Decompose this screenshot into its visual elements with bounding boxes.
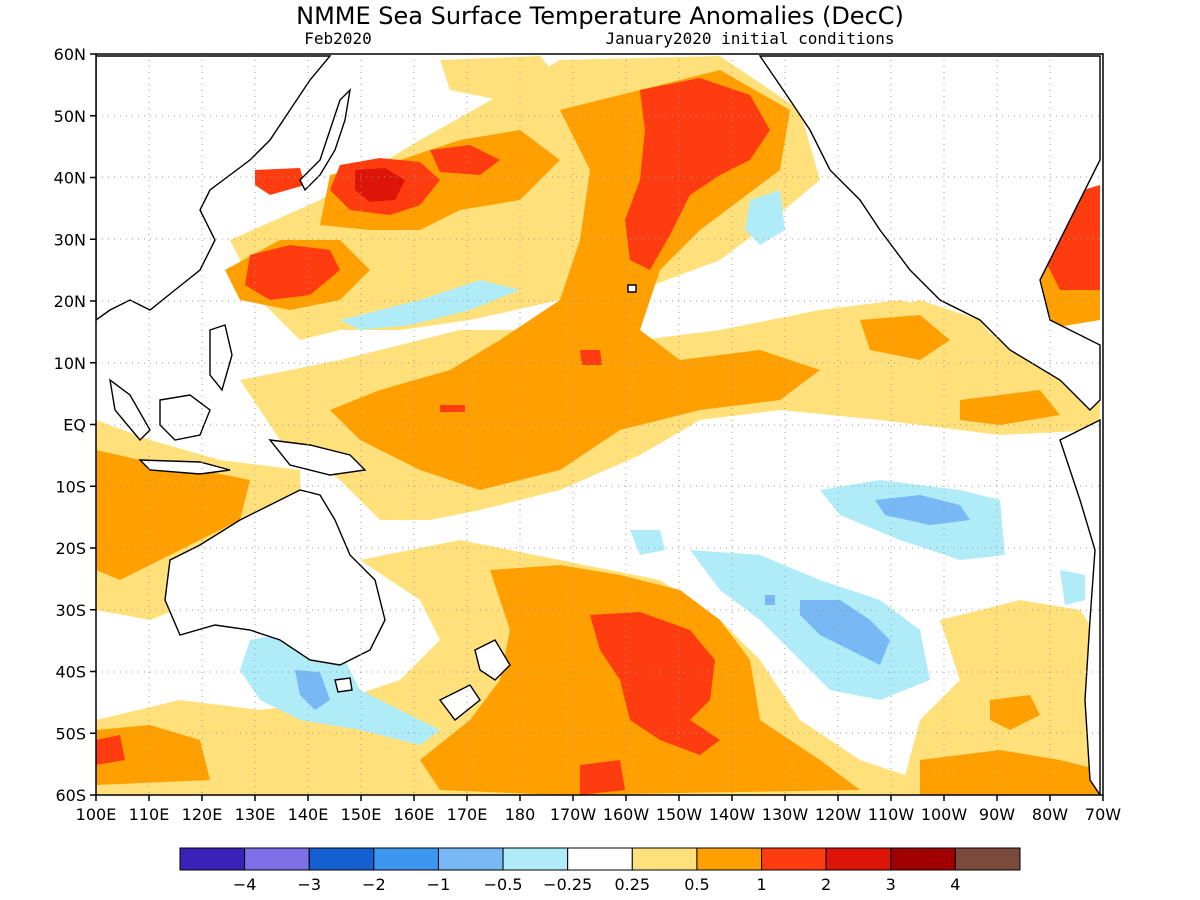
color-scale-legend: −4 −3 −2 −1 −0.5 −0.25 0.25 0.5 1 2 3 4: [179, 847, 1021, 894]
colorbar-swatch: [308, 847, 375, 871]
colorbar-label: −0.5: [484, 875, 523, 894]
colorbar-label: −2: [362, 875, 386, 894]
tasmania-landmass: [334, 677, 353, 693]
colorbar-swatch: [373, 847, 439, 871]
colorbar-label: 1: [756, 875, 766, 894]
lon-tick-label: 110W: [868, 805, 915, 824]
longitude-axis: 100E 110E 120E 130E 140E 150E 160E 170E 180 170W 1…: [76, 795, 1121, 824]
lat-tick-label: EQ: [63, 416, 86, 435]
japan-landmass: [299, 87, 352, 192]
colorbar-label: 0.5: [684, 875, 709, 894]
lat-tick-label: 60N: [54, 45, 86, 64]
hawaii-landmass: [627, 284, 637, 293]
colorbar-swatch: [696, 847, 763, 871]
colorbar-label: 4: [950, 875, 960, 894]
lat-tick-label: 50N: [54, 107, 86, 126]
colorbar-swatch: [761, 847, 827, 871]
lon-tick-label: 170E: [447, 805, 488, 824]
lon-tick-label: 140W: [709, 805, 756, 824]
latitude-axis: 60N 50N 40N 30N 20N 10N EQ 10S 20S 30S 40S 50S 60S: [54, 45, 96, 805]
map-title: NMME Sea Surface Temperature Anomalies (…: [296, 2, 904, 30]
land-layer: [96, 55, 1101, 795]
lon-tick-label: 120W: [815, 805, 862, 824]
lat-tick-label: 40N: [54, 169, 86, 188]
north-america-landmass: [758, 55, 1101, 411]
lat-tick-label: 20S: [55, 539, 86, 558]
colorbar-swatch: [244, 847, 310, 871]
colorbar-label: −0.25: [543, 875, 592, 894]
south-america-landmass: [1059, 418, 1101, 795]
lon-tick-label: 130E: [235, 805, 276, 824]
lon-tick-label: 180: [505, 805, 536, 824]
colorbar-label: −1: [427, 875, 451, 894]
lat-tick-label: 30S: [55, 601, 86, 620]
lon-tick-label: 150W: [656, 805, 703, 824]
new-zealand-south-landmass: [438, 684, 481, 721]
lat-tick-label: 10N: [54, 354, 86, 373]
forecast-month: Feb2020: [304, 29, 371, 48]
australia-landmass: [164, 489, 386, 666]
initial-conditions: January2020 initial conditions: [606, 29, 895, 48]
java-landmass: [138, 459, 231, 475]
lon-tick-label: 130W: [762, 805, 809, 824]
lon-tick-label: 120E: [182, 805, 223, 824]
asia-landmass: [96, 55, 332, 321]
map-plot-area: [96, 54, 1103, 795]
warm-anomaly-3-layer: [355, 168, 405, 202]
lat-tick-label: 40S: [55, 663, 86, 682]
colorbar-swatch: [502, 847, 569, 871]
new-guinea-landmass: [268, 439, 367, 476]
new-zealand-landmass: [474, 639, 511, 681]
lon-tick-label: 80W: [1032, 805, 1068, 824]
colorbar-swatch: [890, 847, 956, 871]
lon-tick-label: 170W: [550, 805, 597, 824]
colorbar-swatch: [437, 847, 504, 871]
lon-tick-label: 150E: [341, 805, 382, 824]
lon-tick-label: 160E: [394, 805, 435, 824]
colorbar-swatch: [954, 847, 1021, 871]
colorbar-label: −4: [233, 875, 257, 894]
cool-anomaly-0-5-layer: [295, 495, 970, 710]
borneo-landmass: [159, 394, 211, 441]
colorbar-swatch: [631, 847, 698, 871]
lon-tick-label: 100W: [921, 805, 968, 824]
lat-tick-label: 20N: [54, 292, 86, 311]
colorbar-label: −3: [297, 875, 321, 894]
lon-tick-label: 100E: [76, 805, 117, 824]
lon-tick-label: 90W: [979, 805, 1015, 824]
lat-tick-label: 10S: [55, 477, 86, 496]
colorbar-swatch: [179, 847, 246, 871]
lat-tick-label: 50S: [55, 724, 86, 743]
sumatra-landmass: [109, 378, 151, 442]
lon-tick-label: 110E: [129, 805, 170, 824]
colorbar-label: 3: [886, 875, 896, 894]
colorbar-label: 2: [821, 875, 831, 894]
lon-tick-label: 160W: [603, 805, 650, 824]
colorbar-swatch: [567, 847, 633, 871]
philippines-landmass: [209, 324, 233, 392]
lon-tick-label: 70W: [1085, 805, 1121, 824]
lat-tick-label: 30N: [54, 230, 86, 249]
colorbar-swatch: [825, 847, 892, 871]
lat-tick-label: 60S: [55, 786, 86, 805]
lon-tick-label: 140E: [288, 805, 329, 824]
colorbar-label: 0.25: [614, 875, 650, 894]
